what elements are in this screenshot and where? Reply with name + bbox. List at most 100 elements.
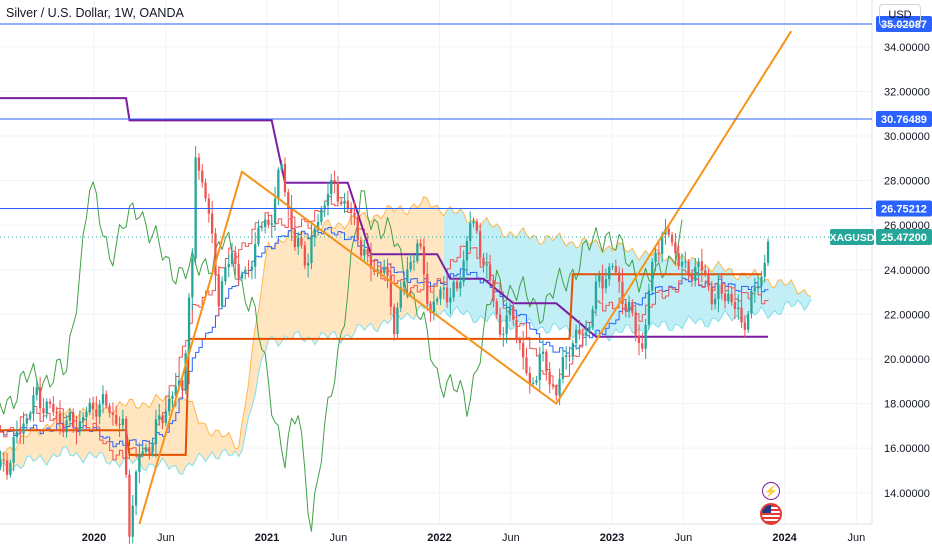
candle-body (144, 447, 148, 452)
candle-body (164, 411, 167, 423)
lightning-icon[interactable]: ⚡ (762, 482, 780, 500)
candle-body (637, 335, 641, 344)
candle-body (207, 198, 210, 214)
candle-body (82, 417, 85, 422)
x-tick-label: 2020 (82, 532, 106, 544)
candle-body (197, 157, 201, 171)
candle-body (72, 412, 75, 427)
candle-body (211, 213, 214, 234)
candle-body (303, 245, 306, 266)
horizontal-level-label-bg (876, 200, 932, 217)
candle-body (330, 180, 333, 195)
candle-body (45, 401, 48, 414)
candle-body (733, 302, 737, 309)
senkou-span-b-line (0, 298, 812, 476)
candle-body (78, 421, 81, 432)
candle-body (250, 266, 253, 271)
candle-body (5, 460, 9, 475)
candle-body (217, 274, 220, 307)
candle-body (307, 263, 310, 266)
candle-body (151, 444, 154, 453)
candle-body (29, 413, 32, 419)
us-flag-icon[interactable] (760, 503, 782, 525)
candle-body (763, 262, 766, 277)
candle-body (647, 290, 651, 325)
candle-body (111, 412, 114, 415)
candle-body (2, 459, 5, 461)
candle-body (95, 409, 98, 417)
senkou-span-a-line (0, 195, 812, 456)
candle-body (290, 208, 293, 229)
candle-body (429, 304, 432, 313)
candle-body (690, 275, 694, 281)
candle-body (313, 229, 316, 238)
candle-body (482, 257, 485, 266)
candle-body (333, 180, 336, 183)
candle-body (571, 343, 574, 357)
candle-body (426, 274, 429, 305)
candle-body (747, 313, 750, 330)
candle-body (684, 261, 687, 263)
candle-body (677, 253, 680, 267)
kijun-sen-line (0, 227, 769, 448)
candle-body (15, 431, 19, 438)
candle-body (187, 297, 191, 354)
candle-body (240, 273, 244, 279)
currency-button[interactable]: USD (879, 4, 921, 26)
candle-body (35, 387, 38, 396)
candle-body (575, 329, 578, 344)
ichimoku-cloud (0, 196, 444, 475)
candle-body (396, 307, 399, 335)
candle-body (323, 205, 326, 210)
candle-body (568, 355, 571, 357)
candle-body (661, 234, 664, 254)
candle-body (432, 301, 435, 313)
x-tick-label: Jun (675, 532, 693, 544)
candle-body (670, 234, 674, 243)
candle-body (518, 339, 521, 343)
y-tick-label: 18.00000 (884, 399, 930, 411)
candle-body (452, 281, 455, 298)
candle-body (244, 269, 247, 274)
horizontal-level-label-bg (876, 16, 932, 33)
candle-body (280, 163, 283, 170)
candle-body (512, 306, 515, 320)
candle-body (611, 266, 614, 268)
candle-body (98, 404, 101, 417)
candle-body (522, 343, 525, 358)
candle-body (651, 261, 654, 291)
candle-body (88, 402, 91, 413)
candle-body (760, 276, 763, 287)
candle-body (356, 216, 359, 240)
candle-body (409, 262, 412, 270)
x-tick-label: Jun (502, 532, 520, 544)
candle-body (694, 267, 697, 281)
candle-body (171, 395, 174, 399)
candle-body (75, 427, 78, 432)
x-tick-label: Jun (848, 532, 866, 544)
candle-body (108, 405, 111, 413)
candle-body (548, 371, 551, 385)
candle-body (687, 261, 690, 275)
purple-step-level (0, 97, 768, 338)
x-tick-label: Jun (157, 532, 175, 544)
candle-body (204, 182, 207, 199)
candle-body (402, 281, 406, 288)
candle-body (389, 275, 392, 307)
y-tick-label: 30.00000 (884, 131, 930, 143)
candle-body (495, 301, 498, 315)
candle-body (363, 249, 366, 256)
candle-body (121, 418, 124, 426)
candle-body (283, 163, 287, 193)
candle-body (581, 334, 584, 336)
candle-body (58, 413, 62, 424)
candle-body (257, 227, 260, 245)
candle-body (465, 241, 469, 261)
candle-body (532, 382, 535, 384)
horizontal-level-label-bg (876, 110, 932, 127)
candle-body (505, 315, 508, 334)
candle-body (561, 357, 564, 379)
candle-body (230, 252, 234, 264)
